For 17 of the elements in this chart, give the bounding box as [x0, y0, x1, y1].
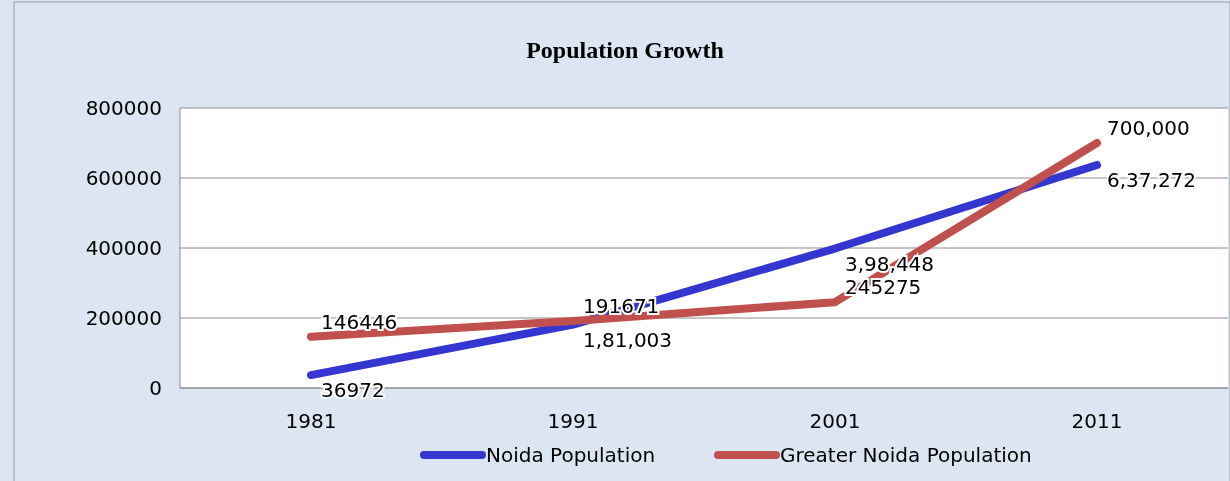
- y-tick-label: 600000: [85, 166, 162, 190]
- data-label: 700,000: [1107, 116, 1190, 140]
- y-tick-label: 200000: [85, 306, 162, 330]
- y-tick-label: 800000: [85, 96, 162, 120]
- legend-label: Greater Noida Population: [780, 443, 1032, 467]
- data-label: 6,37,272: [1107, 167, 1197, 192]
- data-label: 36972: [321, 378, 385, 403]
- x-tick-label: 1991: [547, 409, 599, 433]
- x-tick-label: 2001: [809, 409, 861, 433]
- data-label: 146446: [321, 309, 398, 334]
- chart-title: Population Growth: [526, 37, 724, 63]
- x-tick-label: 1981: [285, 409, 337, 433]
- y-tick-label: 400000: [85, 236, 162, 260]
- x-tick-label: 2011: [1071, 409, 1123, 433]
- data-label: 1,81,003: [583, 327, 673, 352]
- y-tick-label: 0: [149, 376, 162, 400]
- legend-label: Noida Population: [486, 443, 656, 467]
